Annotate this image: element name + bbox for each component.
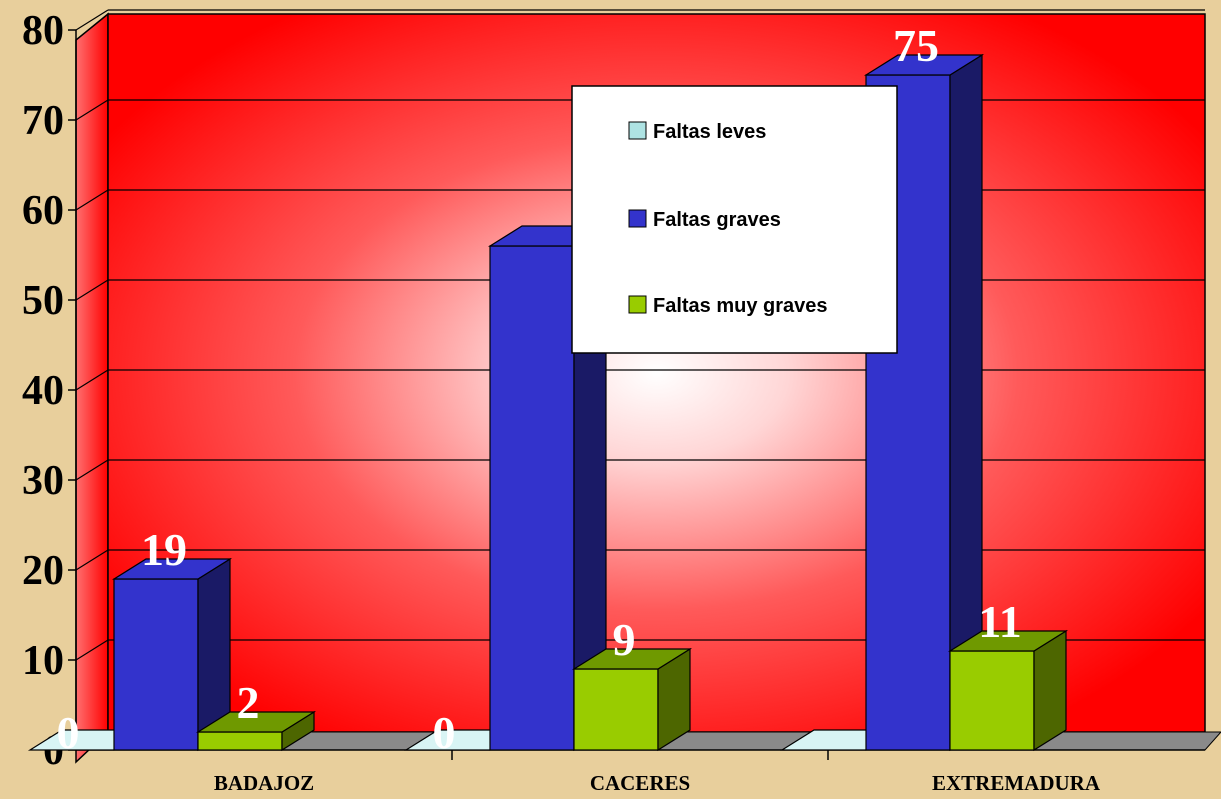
bar-badajoz-faltas-graves-front [113, 578, 199, 751]
legend-item-faltas-leves: Faltas leves [628, 121, 766, 143]
data-label-caceres-faltas-leves: 0 [433, 707, 456, 758]
data-label-badajoz-faltas-leves: 0 [57, 707, 80, 758]
y-tick-label: 60 [22, 188, 64, 234]
bar-extremadura-faltas-graves-top [863, 54, 985, 76]
legend-label-faltas-graves: Faltas graves [653, 209, 781, 231]
data-label-badajoz-faltas-muy-graves: 2 [237, 677, 260, 728]
legend-swatch-faltas-graves [628, 209, 647, 228]
data-label-caceres-faltas-muy-graves: 9 [613, 614, 636, 665]
y-tick-label: 20 [22, 548, 64, 594]
bar-extremadura-faltas-muy-graves-side [1033, 629, 1067, 752]
legend-item-faltas-graves: Faltas graves [628, 209, 781, 231]
gridline-side [75, 459, 109, 481]
data-labels: 0 19 2 0 9 75 11 [57, 20, 1022, 758]
legend-label-faltas-leves: Faltas leves [653, 121, 766, 143]
bar-badajoz-faltas-graves [111, 557, 233, 752]
x-tick-label-caceres: CACERES [590, 771, 690, 795]
gridline-side [75, 99, 109, 121]
gridline-side [75, 549, 109, 571]
legend-label-faltas-muy-graves: Faltas muy graves [653, 295, 828, 317]
bar-extremadura-faltas-muy-graves-front [949, 650, 1035, 751]
bar-caceres-faltas-graves-front [489, 245, 575, 751]
legend: Faltas leves Faltas graves Faltas muy gr… [571, 85, 898, 354]
bar-extremadura-faltas-graves [863, 53, 985, 752]
gridline-side [75, 639, 109, 661]
y-tick-label: 40 [22, 368, 64, 414]
bar-caceres-faltas-muy-graves-top [571, 648, 693, 670]
legend-swatch-faltas-leves [628, 121, 647, 140]
x-tick-label-extremadura: EXTREMADURA [932, 771, 1101, 795]
data-label-extremadura-faltas-muy-graves: 11 [978, 596, 1021, 647]
legend-swatch-faltas-muy-graves [628, 295, 647, 314]
legend-box [571, 85, 898, 354]
bars [27, 53, 1069, 752]
gridline-side [75, 189, 109, 211]
bar-badajoz-faltas-muy-graves-front [197, 731, 283, 751]
bar-caceres-faltas-graves [487, 224, 609, 752]
bar-extremadura-faltas-muy-graves [947, 629, 1069, 752]
y-tick-label: 30 [22, 458, 64, 504]
bar-extremadura-faltas-muy-graves-top [947, 630, 1069, 652]
gridline-side [75, 9, 109, 31]
y-tick-label: 10 [22, 638, 64, 684]
bar-badajoz-faltas-muy-graves [195, 710, 317, 752]
y-tick-label: 80 [22, 8, 64, 54]
bar-caceres-faltas-muy-graves [571, 647, 693, 752]
bar-badajoz-faltas-graves-top [111, 558, 233, 580]
y-tick-label: 50 [22, 278, 64, 324]
data-label-badajoz-faltas-graves: 19 [141, 524, 187, 575]
legend-item-faltas-muy-graves: Faltas muy graves [628, 295, 828, 317]
x-tick-label-badajoz: BADAJOZ [214, 771, 314, 795]
gridline-side [75, 369, 109, 391]
bar-badajoz-faltas-muy-graves-top [195, 711, 317, 733]
bar-caceres-faltas-muy-graves-front [573, 668, 659, 751]
gridline-side [75, 279, 109, 301]
data-label-extremadura-faltas-graves: 75 [893, 20, 939, 71]
y-tick-label: 70 [22, 98, 64, 144]
